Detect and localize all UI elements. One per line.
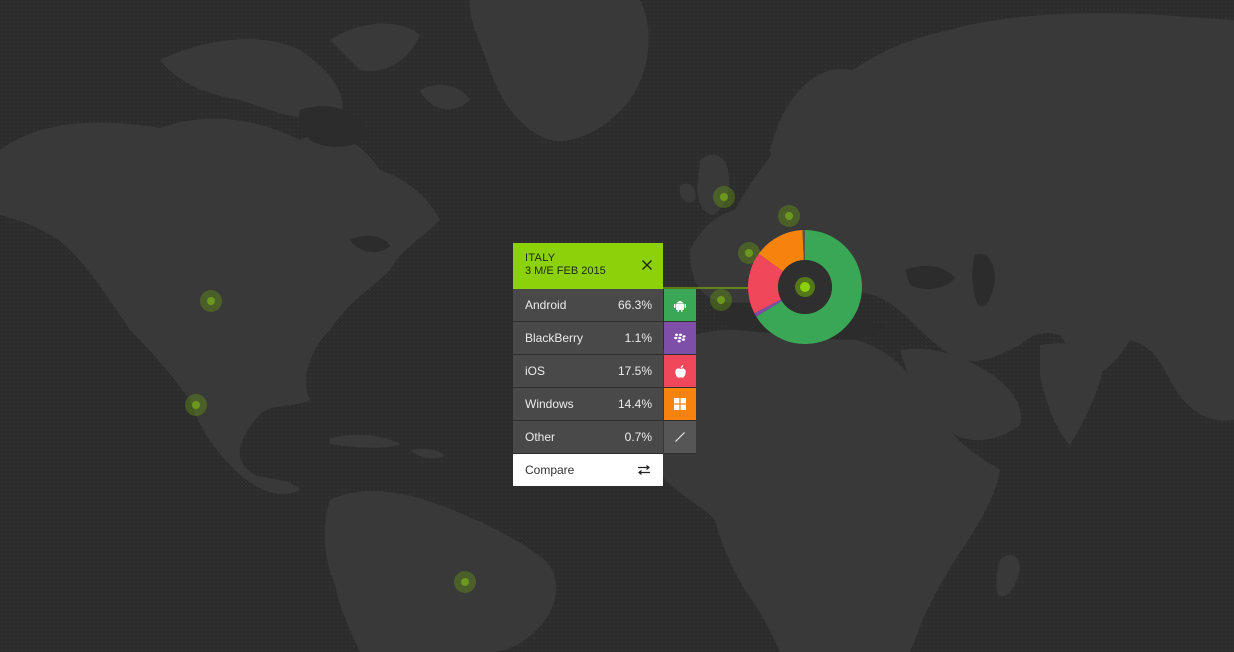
donut-center-marker-inner [800,282,810,292]
land-caribbean [330,434,445,458]
data-marker-usa-south[interactable] [185,394,207,416]
os-name: iOS [525,364,546,378]
windows-icon[interactable] [664,388,696,421]
os-row-other[interactable]: Other 0.7% [513,421,696,454]
land-greenland [469,0,649,141]
os-row-main: iOS 17.5% [513,355,663,388]
land-india [1040,343,1105,445]
os-row-windows[interactable]: Windows 14.4% [513,388,696,421]
os-share: 14.4% [617,397,652,411]
os-row-main: Windows 14.4% [513,388,663,421]
donut-slice-other [802,230,805,261]
land-south-america [324,490,557,652]
data-marker-france[interactable] [738,242,760,264]
donut-slice-blackberry [754,299,782,317]
swap-arrows-icon [638,465,650,475]
os-name: Other [525,430,556,444]
great-lakes [350,235,390,253]
data-period: 3 M/E FEB 2015 [525,265,606,277]
os-row-main: Android 66.3% [513,289,663,322]
caspian-sea [972,253,995,307]
data-marker-spain[interactable] [710,289,732,311]
compare-button[interactable]: Compare [513,454,663,486]
blackberry-icon[interactable] [664,322,696,355]
black-sea [905,265,955,290]
os-share: 1.1% [624,331,652,345]
panel-header: ITALY 3 M/E FEB 2015 [513,243,663,289]
close-icon[interactable] [641,259,653,271]
data-marker-uk[interactable] [713,186,735,208]
os-row-ios[interactable]: iOS 17.5% [513,355,696,388]
os-share: 17.5% [617,364,652,378]
data-marker-brazil[interactable] [454,571,476,593]
land-arctic-canada [160,23,470,121]
slash-icon[interactable] [664,421,696,454]
os-name: Windows [525,397,574,411]
country-name: ITALY [525,252,556,264]
os-share: 66.3% [617,298,652,312]
donut-slice-windows [758,230,804,272]
donut-slice-ios [748,253,784,314]
donut-slice-android [756,230,862,344]
os-name: BlackBerry [525,331,584,345]
land-madagascar [996,554,1020,597]
land-scandinavia [770,69,876,176]
compare-label: Compare [525,463,575,477]
data-marker-germany[interactable] [778,205,800,227]
land-africa [640,329,1000,652]
os-row-main: Other 0.7% [513,421,663,454]
hudson-bay [298,106,370,147]
os-row-blackberry[interactable]: BlackBerry 1.1% [513,322,696,355]
os-row-main: BlackBerry 1.1% [513,322,663,355]
country-info-panel: ITALY 3 M/E FEB 2015 Android 66.3% Black… [513,243,696,486]
os-name: Android [525,298,567,312]
os-share: 0.7% [624,430,652,444]
land-british-isles [679,154,730,215]
land-arabia [900,348,1021,441]
data-marker-usa-north[interactable] [200,290,222,312]
android-icon[interactable] [664,289,696,322]
land-north-america [0,118,440,494]
apple-icon[interactable] [664,355,696,388]
os-row-android[interactable]: Android 66.3% [513,289,696,322]
